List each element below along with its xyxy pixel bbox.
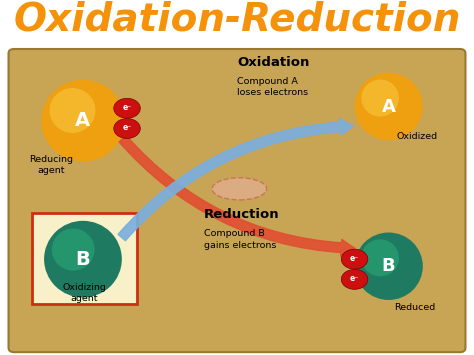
- Circle shape: [114, 119, 140, 138]
- Text: Oxidation: Oxidation: [237, 56, 310, 69]
- Text: e⁻: e⁻: [350, 254, 359, 263]
- Text: Compound B
gains electrons: Compound B gains electrons: [204, 229, 276, 250]
- Ellipse shape: [44, 221, 122, 297]
- Ellipse shape: [361, 80, 399, 116]
- Text: Reduction: Reduction: [204, 208, 280, 221]
- Text: Oxidation-Reduction: Oxidation-Reduction: [13, 0, 461, 39]
- Text: e⁻: e⁻: [122, 103, 132, 112]
- Ellipse shape: [355, 73, 423, 140]
- Text: Oxidizing
agent: Oxidizing agent: [63, 283, 106, 303]
- Ellipse shape: [361, 239, 399, 276]
- Text: B: B: [382, 257, 395, 275]
- Text: Compound A
loses electrons: Compound A loses electrons: [237, 77, 308, 97]
- FancyArrowPatch shape: [118, 119, 354, 241]
- FancyArrowPatch shape: [119, 136, 355, 256]
- Text: A: A: [75, 111, 91, 130]
- Text: B: B: [75, 250, 91, 269]
- Ellipse shape: [212, 178, 266, 200]
- Text: Reduced: Reduced: [394, 302, 436, 312]
- Ellipse shape: [355, 233, 423, 300]
- Text: e⁻: e⁻: [122, 123, 132, 132]
- Ellipse shape: [50, 88, 95, 133]
- FancyBboxPatch shape: [32, 213, 137, 304]
- Ellipse shape: [41, 80, 125, 162]
- Text: A: A: [382, 98, 396, 115]
- Text: e⁻: e⁻: [350, 274, 359, 283]
- Ellipse shape: [52, 229, 95, 271]
- Circle shape: [341, 269, 368, 289]
- FancyBboxPatch shape: [9, 49, 465, 352]
- Text: Reducing
agent: Reducing agent: [29, 155, 73, 175]
- Circle shape: [114, 98, 140, 118]
- Text: Oxidized: Oxidized: [397, 132, 438, 141]
- Circle shape: [341, 249, 368, 269]
